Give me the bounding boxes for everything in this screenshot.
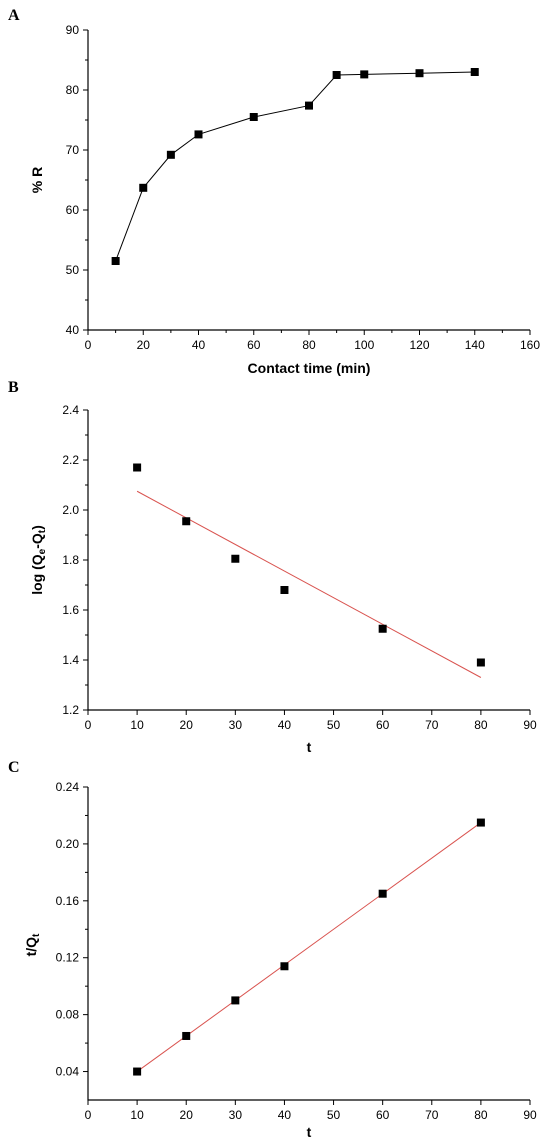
data-point <box>415 69 424 78</box>
y-tick-label: 0.04 <box>56 1065 80 1079</box>
data-point <box>470 68 479 76</box>
panel-c-points <box>133 818 485 1076</box>
x-tick-label: 60 <box>247 338 261 352</box>
data-point <box>378 889 387 898</box>
x-tick-label: 20 <box>137 338 151 352</box>
panel-label-b: B <box>8 379 19 396</box>
panel-c-xlabel: t <box>307 1124 312 1140</box>
y-tick-label: 0.24 <box>56 780 80 794</box>
y-tick-label: 90 <box>66 23 80 37</box>
data-point <box>182 517 191 526</box>
x-tick-label: 120 <box>409 338 429 352</box>
y-tick-label: 0.12 <box>56 951 80 965</box>
y-tick-label: 1.6 <box>62 603 79 617</box>
y-tick-label: 2.4 <box>62 403 79 417</box>
x-tick-label: 80 <box>474 1108 488 1122</box>
y-tick-label: 0.16 <box>56 894 80 908</box>
x-tick-label: 80 <box>302 338 316 352</box>
data-point <box>305 101 313 110</box>
x-tick-label: 90 <box>523 1108 537 1122</box>
y-tick-label: 40 <box>66 323 80 337</box>
data-point <box>476 818 485 827</box>
series-line <box>115 71 475 262</box>
x-tick-label: 0 <box>85 1108 92 1122</box>
x-tick-label: 0 <box>85 338 92 352</box>
x-tick-label: 30 <box>229 718 243 732</box>
y-tick-label: 1.4 <box>62 653 79 667</box>
x-tick-label: 40 <box>278 718 292 732</box>
y-tick-label: 50 <box>66 263 80 277</box>
data-point <box>111 257 120 265</box>
x-tick-label: 140 <box>465 338 485 352</box>
panel-a-ylabel: % R <box>29 167 45 193</box>
panel-a: A 0 20 40 60 80 100 120 140 160 40 50 60 70 80 90 Cont… <box>8 7 540 376</box>
y-tick-label: 70 <box>66 143 80 157</box>
panel-a-lines <box>115 71 475 262</box>
data-point <box>182 1031 191 1040</box>
panel-b-axes <box>87 410 530 711</box>
x-tick-label: 60 <box>376 1108 390 1122</box>
x-tick-label: 10 <box>130 718 144 732</box>
panel-a-points <box>111 68 479 265</box>
panel-c-axes <box>87 787 530 1101</box>
x-tick-label: 30 <box>229 1108 243 1122</box>
x-tick-label: 70 <box>425 718 439 732</box>
panel-b-xlabel: t <box>307 739 312 755</box>
x-tick-label: 50 <box>327 1108 341 1122</box>
panel-b-ylabel: log (Qe-Qt) <box>29 525 48 595</box>
panel-c-ylabel: t/Qt <box>23 933 42 956</box>
data-point <box>231 996 240 1005</box>
panel-a-axes <box>87 30 530 331</box>
y-tick-label: 80 <box>66 83 80 97</box>
panel-b-points <box>133 463 485 667</box>
fit-line <box>136 490 482 678</box>
x-tick-label: 100 <box>354 338 374 352</box>
y-tick-label: 1.8 <box>62 553 79 567</box>
y-tick-label: 0.20 <box>56 837 80 851</box>
data-point <box>133 1067 142 1076</box>
panel-b-lines <box>136 490 482 678</box>
data-point <box>360 70 369 79</box>
x-tick-label: 40 <box>192 338 206 352</box>
panel-b-ticks: 0 10 20 30 40 50 60 70 80 90 1.2 1.4 1.6 1.8 2.0 2.2 2.4 <box>62 403 537 732</box>
x-tick-label: 50 <box>327 718 341 732</box>
x-tick-label: 10 <box>130 1108 144 1122</box>
panel-label-a: A <box>8 7 20 24</box>
data-point <box>280 586 289 594</box>
panel-b: B 0 10 20 30 40 50 60 70 80 90 1.2 1.4 1.6 1.8 2.0 2.2 2… <box>8 379 537 755</box>
x-tick-label: 90 <box>523 718 537 732</box>
data-point <box>332 71 341 79</box>
panel-c: C 0 10 20 30 40 50 60 70 80 90 0.04 0.08 0.12 0.16 0.2… <box>8 759 537 1140</box>
y-tick-label: 2.0 <box>62 503 79 517</box>
x-tick-label: 160 <box>520 338 540 352</box>
data-point <box>476 658 485 667</box>
x-tick-label: 0 <box>85 718 92 732</box>
x-tick-label: 60 <box>376 718 390 732</box>
data-point <box>139 183 148 192</box>
data-point <box>378 624 387 633</box>
x-tick-label: 20 <box>180 718 194 732</box>
data-point <box>280 962 289 971</box>
y-tick-label: 0.08 <box>56 1008 80 1022</box>
data-point <box>231 554 240 563</box>
panel-a-xlabel: Contact time (min) <box>248 360 371 376</box>
y-tick-label: 2.2 <box>62 453 79 467</box>
y-tick-label: 60 <box>66 203 80 217</box>
data-point <box>166 150 175 159</box>
panel-label-c: C <box>8 759 20 776</box>
fit-line <box>136 822 482 1072</box>
data-point <box>249 113 258 121</box>
panel-c-lines <box>136 822 482 1072</box>
x-tick-label: 40 <box>278 1108 292 1122</box>
x-tick-label: 20 <box>180 1108 194 1122</box>
x-tick-label: 70 <box>425 1108 439 1122</box>
y-tick-label: 1.2 <box>62 703 79 717</box>
panel-c-ticks: 0 10 20 30 40 50 60 70 80 90 0.04 0.08 0.12 0.16 0.20 0… <box>56 780 537 1122</box>
x-tick-label: 80 <box>474 718 488 732</box>
data-point <box>133 463 142 472</box>
data-point <box>194 130 203 139</box>
